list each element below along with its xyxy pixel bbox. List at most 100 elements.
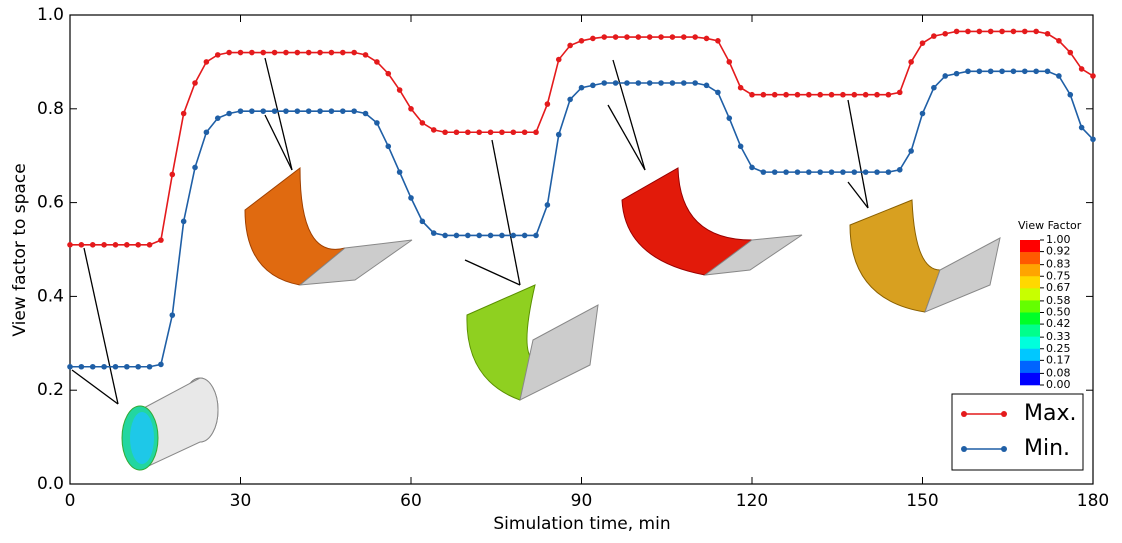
data-point bbox=[999, 68, 1005, 74]
data-point bbox=[1045, 68, 1051, 74]
data-point bbox=[465, 233, 471, 239]
data-point bbox=[624, 34, 630, 40]
data-point bbox=[306, 108, 312, 114]
data-point bbox=[488, 233, 494, 239]
data-point bbox=[90, 364, 96, 370]
data-point bbox=[374, 59, 380, 65]
colorbar-title: View Factor bbox=[1018, 219, 1082, 232]
data-point bbox=[545, 202, 551, 208]
data-point bbox=[613, 34, 619, 40]
colorbar-band bbox=[1020, 373, 1040, 385]
data-point bbox=[351, 108, 357, 114]
data-point bbox=[965, 68, 971, 74]
legend-marker bbox=[961, 446, 967, 452]
data-point bbox=[886, 169, 892, 175]
data-point bbox=[545, 101, 551, 107]
x-tick-label: 180 bbox=[1077, 491, 1109, 511]
data-point bbox=[658, 34, 664, 40]
data-point bbox=[954, 71, 960, 77]
colorbar-label: 0.92 bbox=[1046, 245, 1071, 258]
data-point bbox=[567, 43, 573, 49]
data-point bbox=[556, 132, 562, 138]
data-point bbox=[692, 34, 698, 40]
data-point bbox=[1033, 29, 1039, 35]
colorbar-band bbox=[1020, 264, 1040, 276]
data-point bbox=[954, 29, 960, 35]
data-point bbox=[829, 92, 835, 98]
data-point bbox=[181, 111, 187, 117]
data-point bbox=[272, 50, 278, 56]
data-point bbox=[681, 34, 687, 40]
data-point bbox=[1079, 66, 1085, 72]
y-tick-label: 0.4 bbox=[37, 286, 64, 306]
data-point bbox=[1045, 31, 1051, 37]
data-point bbox=[113, 364, 119, 370]
data-point bbox=[1090, 73, 1096, 79]
data-point bbox=[476, 129, 482, 135]
data-point bbox=[738, 85, 744, 91]
data-point bbox=[840, 92, 846, 98]
chart: Simulation time, min View factor to spac… bbox=[0, 0, 1122, 539]
colorbar-band bbox=[1020, 288, 1040, 300]
data-point bbox=[511, 129, 517, 135]
data-point bbox=[647, 34, 653, 40]
data-point bbox=[579, 85, 585, 91]
data-point bbox=[931, 85, 937, 91]
data-point bbox=[692, 80, 698, 86]
data-point bbox=[738, 144, 744, 150]
data-point bbox=[988, 29, 994, 35]
data-point bbox=[704, 36, 710, 42]
data-point bbox=[863, 169, 869, 175]
x-tick-label: 0 bbox=[65, 491, 76, 511]
data-point bbox=[238, 50, 244, 56]
data-point bbox=[522, 129, 528, 135]
data-point bbox=[863, 92, 869, 98]
data-point bbox=[329, 108, 335, 114]
data-point bbox=[147, 242, 153, 248]
data-point bbox=[886, 92, 892, 98]
data-point bbox=[488, 129, 494, 135]
data-point bbox=[795, 169, 801, 175]
data-point bbox=[283, 50, 289, 56]
data-point bbox=[977, 68, 983, 74]
data-point bbox=[704, 83, 710, 89]
colorbar-band bbox=[1020, 361, 1040, 373]
data-point bbox=[795, 92, 801, 98]
data-point bbox=[761, 92, 767, 98]
data-point bbox=[897, 167, 903, 173]
data-point bbox=[192, 165, 198, 171]
colorbar-band bbox=[1020, 313, 1040, 325]
data-point bbox=[306, 50, 312, 56]
data-point bbox=[408, 195, 414, 201]
data-point bbox=[249, 108, 255, 114]
data-point bbox=[397, 169, 403, 175]
x-tick-label: 150 bbox=[906, 491, 938, 511]
x-axis-label: Simulation time, min bbox=[493, 514, 670, 534]
data-point bbox=[897, 90, 903, 96]
data-point bbox=[1079, 125, 1085, 131]
data-point bbox=[465, 129, 471, 135]
data-point bbox=[783, 92, 789, 98]
data-point bbox=[772, 169, 778, 175]
data-point bbox=[454, 233, 460, 239]
data-point bbox=[1067, 50, 1073, 56]
data-point bbox=[215, 115, 221, 121]
data-point bbox=[715, 38, 721, 44]
data-point bbox=[351, 50, 357, 56]
data-point bbox=[624, 80, 630, 86]
data-point bbox=[817, 169, 823, 175]
data-point bbox=[636, 80, 642, 86]
data-point bbox=[499, 129, 505, 135]
x-tick-label: 90 bbox=[571, 491, 593, 511]
legend-marker bbox=[961, 411, 967, 417]
data-point bbox=[636, 34, 642, 40]
data-point bbox=[408, 106, 414, 112]
data-point bbox=[158, 237, 164, 243]
colorbar-band bbox=[1020, 276, 1040, 288]
data-point bbox=[192, 80, 198, 86]
data-point bbox=[1011, 29, 1017, 35]
data-point bbox=[181, 219, 187, 225]
data-point bbox=[920, 111, 926, 117]
data-point bbox=[988, 68, 994, 74]
data-point bbox=[385, 144, 391, 150]
